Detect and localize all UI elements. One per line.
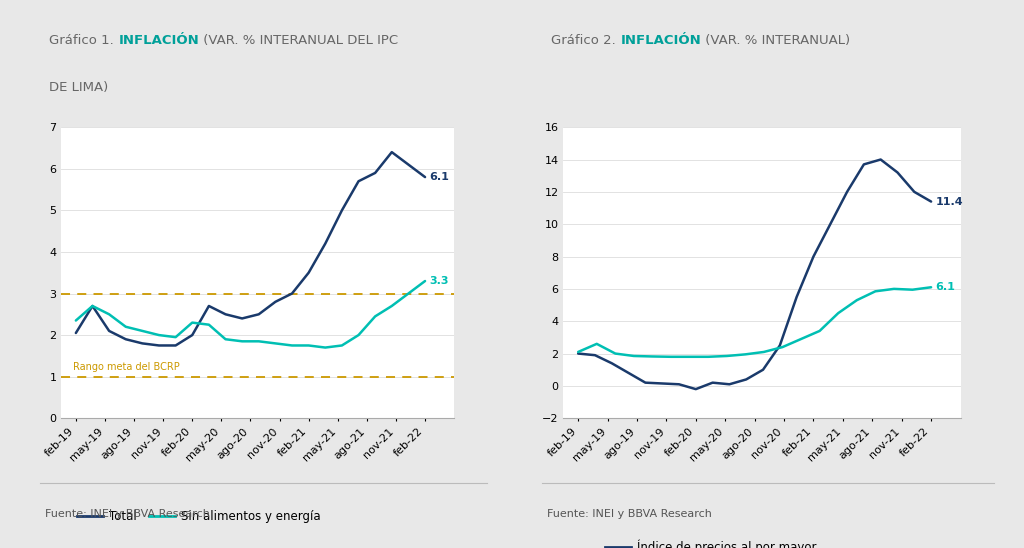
Text: INFLACIÓN: INFLACIÓN [119,35,199,48]
Text: Fuente: INEI y BBVA Research: Fuente: INEI y BBVA Research [45,509,210,518]
Text: (VAR. % INTERANUAL DEL IPC: (VAR. % INTERANUAL DEL IPC [199,35,398,48]
Text: DE LIMA): DE LIMA) [49,82,109,94]
Text: 3.3: 3.3 [429,276,449,286]
Text: 6.1: 6.1 [936,282,955,292]
Text: Rango meta del BCRP: Rango meta del BCRP [73,362,180,373]
Text: 11.4: 11.4 [936,197,964,207]
Text: (VAR. % INTERANUAL): (VAR. % INTERANUAL) [701,35,850,48]
Text: INFLACIÓN: INFLACIÓN [621,35,701,48]
Legend: Índice de precios al por mayor, Índice de precios al consumidor: Índice de precios al por mayor, Índice d… [600,535,828,548]
Text: 6.1: 6.1 [429,172,450,182]
Text: Fuente: INEI y BBVA Research: Fuente: INEI y BBVA Research [547,509,712,518]
Legend: Total, Sin alimentos y energía: Total, Sin alimentos y energía [73,506,325,528]
Text: Gráfico 1.: Gráfico 1. [49,35,119,48]
Text: Gráfico 2.: Gráfico 2. [551,35,621,48]
